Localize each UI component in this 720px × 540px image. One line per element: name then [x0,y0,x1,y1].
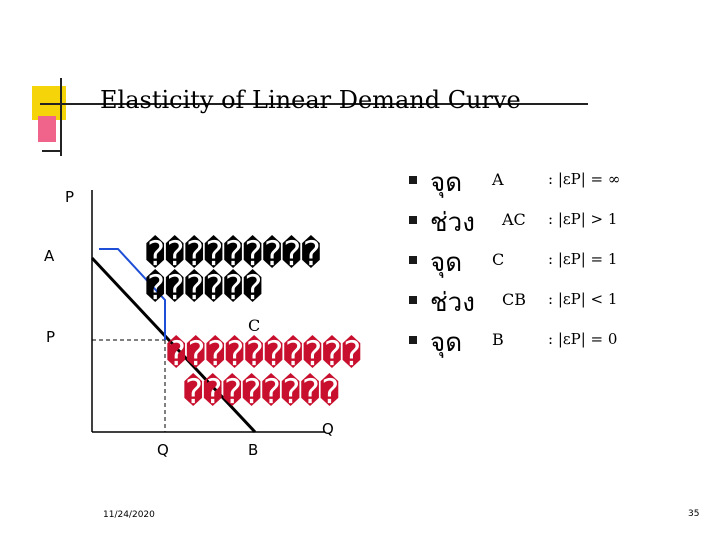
bullet-segment-label: CB [502,290,526,309]
logo-vertical-line [60,78,62,156]
elastic-segment-brace [99,248,166,340]
quantity-axis-label: Q [322,420,334,438]
bullet-point-label: จุด [430,328,463,358]
garbled-text-line-3: ���������� [166,334,362,374]
bullet-icon [409,296,417,304]
point-c-label: C [248,316,261,335]
bullet-point-label: ช่วง [430,208,475,238]
point-a-label: A [44,247,55,265]
bullet-icon [409,256,417,264]
bullet-elasticity: : |εP| = 1 [548,250,618,268]
bullet-point-label: จุด [430,168,463,198]
quantity-mid-label: Q [157,441,169,459]
garbled-text-line-1: ��������� [145,234,321,274]
garbled-text-line-2: ������ [145,268,263,308]
bullet-icon [409,336,417,344]
logo-dash [42,150,60,152]
point-b-label: B [248,441,259,459]
footer-date: 11/24/2020 [103,510,155,520]
bullet-segment-label: B [492,330,504,349]
price-axis-label: P [65,188,75,206]
bullet-icon [409,176,417,184]
title-underline [40,103,588,105]
bullet-segment-label: C [492,250,505,269]
bullet-elasticity: : |εP| = 0 [548,330,618,348]
price-mid-label: P [46,328,56,346]
bullet-segment-label: AC [502,210,526,229]
demand-curve [90,256,257,434]
bullet-point-label: จุด [430,248,463,278]
garbled-text-line-4: �������� [183,372,340,412]
bullet-elasticity: : |εP| = ∞ [548,170,621,188]
slide-title: Elasticity of Linear Demand Curve [100,86,521,114]
bullet-icon [409,216,417,224]
bullet-segment-label: A [492,170,504,189]
logo-pink-square [38,116,56,142]
bullet-elasticity: : |εP| < 1 [548,290,618,308]
bullet-elasticity: : |εP| > 1 [548,210,618,228]
page-number: 35 [688,509,700,519]
bullet-point-label: ช่วง [430,288,475,318]
